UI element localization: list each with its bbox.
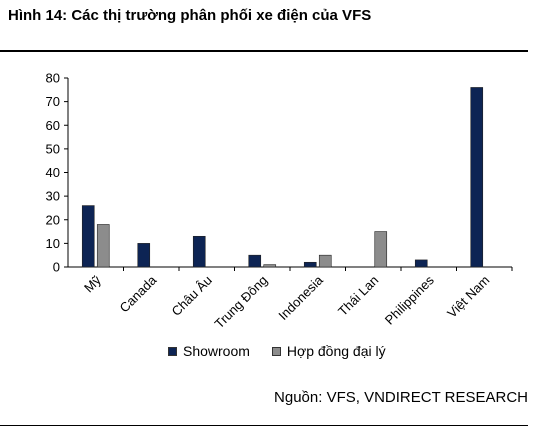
x-tick-label: Canada [117, 272, 160, 315]
chart-title: Hình 14: Các thị trường phân phối xe điệ… [8, 7, 372, 24]
legend-swatch-showroom [168, 346, 177, 356]
top-divider [0, 50, 528, 52]
y-tick-label: 60 [46, 118, 60, 133]
bar-showroom [414, 259, 428, 268]
y-tick-label: 0 [53, 260, 60, 275]
bottom-divider [0, 425, 528, 426]
bar-dealer [318, 254, 332, 268]
bar-showroom [303, 261, 317, 268]
x-tick-label: Trung Đông [212, 273, 271, 332]
x-tick-label: Mỹ [81, 272, 104, 295]
source-note: Nguồn: VFS, VNDIRECT RESEARCH [274, 389, 528, 406]
legend: Showroom Hợp đồng đại lý [168, 343, 400, 359]
bar-dealer [263, 264, 277, 268]
bar-showroom [192, 235, 206, 268]
y-tick-label: 40 [46, 165, 60, 180]
x-tick-label: Indonesia [275, 272, 326, 323]
legend-label-dealer: Hợp đồng đại lý [286, 343, 386, 359]
x-tick-label: Việt Nam [444, 273, 492, 321]
bar-showroom [248, 254, 262, 268]
x-tick-label: Thái Lan [335, 273, 381, 319]
bar-dealer [374, 231, 388, 268]
y-tick-label: 10 [46, 236, 60, 251]
legend-swatch-dealer [271, 346, 281, 356]
bar-showroom [470, 87, 484, 268]
legend-item-showroom: Showroom [168, 343, 250, 359]
y-tick-label: 80 [46, 71, 60, 86]
y-tick-label: 50 [46, 141, 60, 156]
bar-showroom [81, 205, 95, 268]
bar-dealer [96, 224, 110, 268]
legend-item-dealer: Hợp đồng đại lý [271, 343, 386, 359]
x-tick-label: Philippines [382, 272, 437, 327]
x-tick-label: Châu Âu [168, 273, 214, 319]
y-tick-label: 30 [46, 189, 60, 204]
y-tick-label: 70 [46, 94, 60, 109]
legend-label-showroom: Showroom [183, 343, 250, 359]
bar-showroom [137, 243, 151, 268]
y-tick-label: 20 [46, 212, 60, 227]
